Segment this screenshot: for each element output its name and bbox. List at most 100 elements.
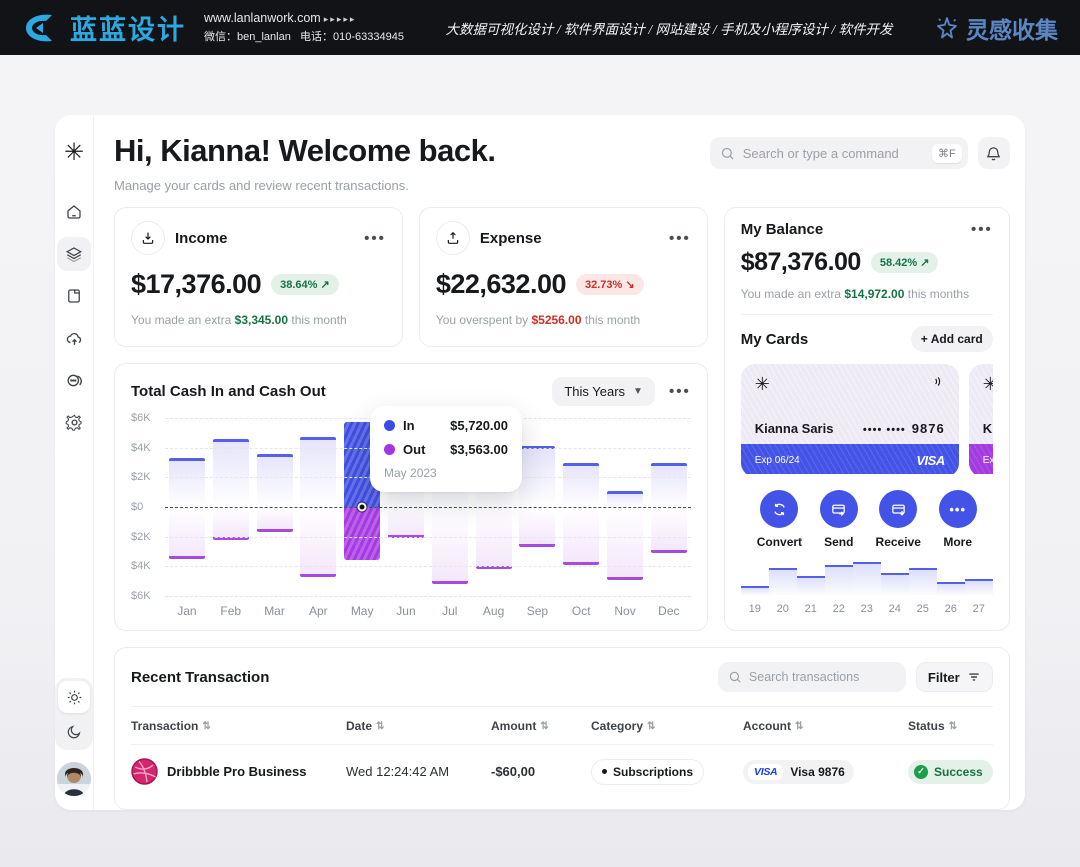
chat-icon <box>66 374 82 386</box>
mini-x-label: 27 <box>972 603 985 615</box>
convert-button[interactable]: Convert <box>757 490 802 549</box>
month-column-sep[interactable] <box>516 418 560 596</box>
status-badge: ✓ Success <box>908 759 993 784</box>
expense-menu-button[interactable]: ••• <box>668 229 691 247</box>
add-card-button[interactable]: + Add card <box>910 326 993 352</box>
category-dot-icon <box>602 769 607 774</box>
bar-out <box>256 507 293 533</box>
my-cards-title: My Cards <box>740 330 809 348</box>
bar-out <box>607 507 643 580</box>
x-tick-label: Jan <box>177 604 197 618</box>
month-column-oct[interactable] <box>559 418 603 596</box>
mini-x-label: 25 <box>916 603 929 615</box>
zero-line <box>165 507 691 508</box>
x-tick-label: Nov <box>614 604 636 618</box>
income-menu-button[interactable]: ••• <box>364 229 386 247</box>
income-card: Income ••• $17,376.00 38.64% ↗ You made … <box>114 207 403 347</box>
bell-icon <box>987 146 1001 160</box>
user-avatar[interactable] <box>57 762 91 796</box>
chevron-down-icon: ▼ <box>633 386 643 397</box>
bar-out <box>212 507 249 540</box>
check-icon: ✓ <box>914 764 928 779</box>
cash-y-axis: $6K $4K $2K $0 $2K $4K $6K <box>131 412 165 602</box>
balance-change-badge: 58.42% ↗ <box>870 252 939 273</box>
col-account[interactable]: Account ⇅ <box>743 719 804 733</box>
mini-x-label: 21 <box>804 603 817 615</box>
chart-range-select[interactable]: This Years ▼ <box>552 377 655 406</box>
theme-dark-button[interactable] <box>58 715 90 747</box>
filter-button[interactable]: Filter <box>915 662 993 692</box>
sort-icon: ⇅ <box>948 720 958 732</box>
card-expiry: Exp 06/24 <box>982 455 993 466</box>
sidebar-item-settings[interactable] <box>57 405 91 439</box>
mini-bar <box>936 582 965 595</box>
page-subtitle: Manage your cards and review recent tran… <box>114 178 409 193</box>
send-button[interactable]: Send <box>819 490 858 549</box>
highlight-marker-dot <box>357 502 367 512</box>
sort-icon: ⇅ <box>376 720 385 732</box>
receive-button[interactable]: Receive <box>876 490 921 549</box>
bar-in <box>300 437 337 507</box>
account-pill: VISA Visa 9876 <box>743 759 854 784</box>
sidebar-item-documents[interactable] <box>57 279 91 313</box>
gridline <box>165 566 691 568</box>
month-column-dec[interactable] <box>647 418 691 596</box>
bar-in <box>650 462 687 507</box>
gridline <box>165 536 691 538</box>
convert-icon <box>774 503 785 515</box>
brand-wechat: 微信：ben_lanlan <box>204 31 291 43</box>
sidebar-item-messages[interactable] <box>57 363 91 397</box>
col-status[interactable]: Status ⇅ <box>908 719 958 733</box>
tooltip-period: May 2023 <box>384 466 437 480</box>
credit-card-2[interactable]: ✳ Kianna Saris Exp 06/24 <box>968 364 993 474</box>
sun-icon <box>67 690 81 704</box>
sidebar-item-home[interactable] <box>57 195 91 229</box>
inspiration-collect[interactable]: 灵感收集 <box>934 11 1058 45</box>
income-change-badge: 38.64% ↗ <box>271 274 339 295</box>
brand-website[interactable]: www.lanlanwork.com <box>204 11 321 26</box>
chart-tooltip: In $5,720.00 Out $3,563.00 May 2023 <box>370 406 523 492</box>
col-date[interactable]: Date ⇅ <box>346 719 385 733</box>
credit-card-1[interactable]: ✳ Kianna Saris •••• •••• 9876 E <box>740 364 959 474</box>
mini-bars <box>740 549 993 595</box>
bar-in <box>168 458 205 507</box>
income-download-icon <box>131 221 165 255</box>
tooltip-in-label: In <box>403 418 415 433</box>
chart-menu-button[interactable]: ••• <box>668 383 691 400</box>
bar-out <box>168 507 205 559</box>
bar-out <box>344 507 381 560</box>
col-amount[interactable]: Amount ⇅ <box>491 719 549 733</box>
card-holder: Kianna Saris <box>754 421 834 436</box>
sort-icon: ⇅ <box>795 720 804 732</box>
month-column-apr[interactable] <box>296 418 340 596</box>
month-column-jan[interactable] <box>165 418 209 596</box>
gridline <box>165 596 691 597</box>
sidebar-item-dashboard[interactable] <box>57 237 91 271</box>
month-column-mar[interactable] <box>253 418 297 596</box>
sidebar-item-cloud[interactable] <box>57 321 91 355</box>
more-button[interactable]: ••• More <box>938 490 977 549</box>
cards-carousel[interactable]: ✳ Kianna Saris •••• •••• 9876 E <box>740 364 993 474</box>
month-column-feb[interactable] <box>209 418 253 596</box>
settings-icon <box>65 413 82 431</box>
x-tick-label: Dec <box>658 604 680 618</box>
global-search-input[interactable]: Search or type a command ⌘F <box>709 137 968 169</box>
brand-left: 蓝蓝设计 www.lanlanwork.com ▸▸▸▸▸ 微信：ben_lan… <box>22 8 404 47</box>
x-tick-label: Feb <box>220 604 242 618</box>
brand-logo-text: 蓝蓝设计 <box>70 15 186 45</box>
col-category[interactable]: Category ⇅ <box>591 719 656 733</box>
balance-note: You made an extra $14,972.00 this months <box>740 287 970 301</box>
col-transaction[interactable]: Transaction ⇅ <box>131 719 211 733</box>
theme-light-button[interactable] <box>58 681 90 713</box>
month-column-nov[interactable] <box>603 418 647 596</box>
mini-bar <box>824 565 853 595</box>
notifications-button[interactable] <box>977 137 1010 169</box>
expense-change-badge: 32.73% ↘ <box>575 274 644 295</box>
y-tick-label: $6K <box>131 590 151 602</box>
table-row[interactable]: Dribbble Pro Business Wed 12:24:42 AM -$… <box>131 745 993 798</box>
bar-in <box>607 490 643 507</box>
transactions-search-input[interactable]: Search transactions <box>717 662 906 692</box>
category-pill: Subscriptions <box>591 758 705 785</box>
dribbble-icon <box>131 758 158 785</box>
balance-menu-button[interactable]: ••• <box>970 221 993 238</box>
